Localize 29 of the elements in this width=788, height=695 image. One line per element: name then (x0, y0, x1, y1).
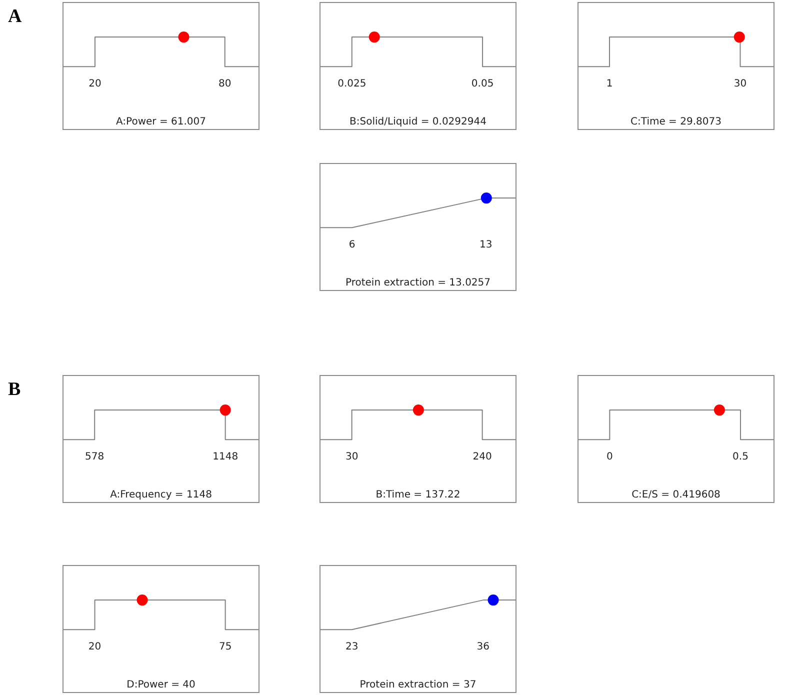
x-tick-label: 6 (348, 240, 356, 251)
x-tick-label: 80 (218, 78, 232, 90)
text: A (8, 6, 22, 28)
x-axis-title: A:Frequency = 1148 (110, 490, 212, 501)
text: B (8, 379, 21, 401)
x-tick-label: 13 (480, 240, 492, 251)
x-axis-title: C:E/S = 0.419608 (632, 490, 720, 501)
x-tick-label: 23 (345, 642, 358, 653)
x-axis-title: B:Solid/Liquid = 0.0292944 (350, 116, 486, 128)
x-tick-label: 240 (472, 452, 492, 463)
x-tick-label: 0.5 (732, 452, 748, 463)
x-tick-label: 30 (734, 78, 747, 90)
x-tick-label: 36 (476, 642, 490, 653)
x-tick-label: 75 (218, 642, 232, 653)
x-tick-label: 30 (345, 452, 358, 463)
x-tick-label: 578 (85, 452, 104, 463)
x-axis-title: D:Power = 40 (126, 680, 196, 691)
x-tick-label: 20 (88, 642, 102, 653)
x-axis-title: Protein extraction = 37 (360, 680, 476, 691)
x-tick-label: 1 (606, 78, 613, 90)
x-axis-title: A:Power = 61.007 (116, 116, 206, 128)
x-axis-title: Protein extraction = 13.0257 (345, 278, 491, 289)
x-tick-label: 0.05 (471, 78, 494, 90)
x-tick-label: 1148 (212, 452, 238, 463)
x-tick-label: 20 (88, 78, 102, 90)
x-tick-label: 0.025 (338, 78, 366, 90)
x-axis-title: C:Time = 29.8073 (630, 116, 722, 128)
x-axis-title: B:Time = 137.22 (376, 490, 460, 501)
x-tick-label: 0 (606, 452, 613, 463)
